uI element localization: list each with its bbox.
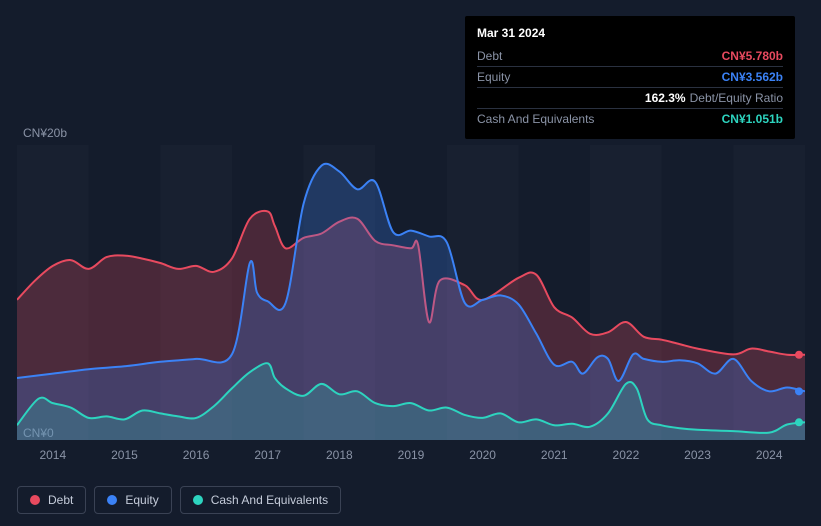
tooltip-row: Debt CN¥5.780b	[477, 46, 783, 66]
tooltip-row: Cash And Equivalents CN¥1.051b	[477, 108, 783, 129]
chart-tooltip: Mar 31 2024 Debt CN¥5.780b Equity CN¥3.562b…	[465, 16, 795, 139]
x-axis-label: 2024	[756, 448, 783, 462]
legend-label: Cash And Equivalents	[211, 493, 328, 507]
tooltip-date: Mar 31 2024	[477, 26, 783, 40]
x-axis-label: 2020	[469, 448, 496, 462]
x-axis-label: 2022	[613, 448, 640, 462]
tooltip-row-value: CN¥5.780b	[722, 49, 783, 63]
tooltip-row-value: CN¥3.562b	[722, 70, 783, 84]
legend-item-equity[interactable]: Equity	[94, 486, 171, 514]
tooltip-row: Equity CN¥3.562b	[477, 66, 783, 87]
tooltip-row: 162.3%Debt/Equity Ratio	[477, 87, 783, 108]
tooltip-row-value: CN¥1.051b	[722, 112, 783, 126]
legend-dot-icon	[30, 495, 40, 505]
tooltip-row-value: 162.3%Debt/Equity Ratio	[645, 91, 783, 105]
tooltip-row-label: Equity	[477, 70, 510, 84]
tooltip-row-label: Debt	[477, 49, 502, 63]
x-axis-label: 2019	[398, 448, 425, 462]
legend-dot-icon	[107, 495, 117, 505]
x-axis-label: 2015	[111, 448, 138, 462]
legend-label: Debt	[48, 493, 73, 507]
x-axis-label: 2017	[254, 448, 281, 462]
area-chart-svg	[17, 145, 805, 440]
x-axis-label: 2021	[541, 448, 568, 462]
x-axis-label: 2018	[326, 448, 353, 462]
legend-item-cash-and-equivalents[interactable]: Cash And Equivalents	[180, 486, 341, 514]
x-axis-label: 2016	[183, 448, 210, 462]
chart-plot-area	[17, 145, 805, 440]
endpoint-marker	[795, 387, 803, 395]
legend-item-debt[interactable]: Debt	[17, 486, 86, 514]
x-axis-label: 2023	[684, 448, 711, 462]
chart-legend: Debt Equity Cash And Equivalents	[17, 486, 341, 514]
endpoint-marker	[795, 418, 803, 426]
tooltip-ratio-suffix: Debt/Equity Ratio	[690, 91, 783, 105]
y-axis-label: CN¥20b	[23, 126, 67, 140]
legend-dot-icon	[193, 495, 203, 505]
tooltip-row-label: Cash And Equivalents	[477, 112, 594, 126]
x-axis-label: 2014	[39, 448, 66, 462]
endpoint-marker	[795, 351, 803, 359]
legend-label: Equity	[125, 493, 158, 507]
